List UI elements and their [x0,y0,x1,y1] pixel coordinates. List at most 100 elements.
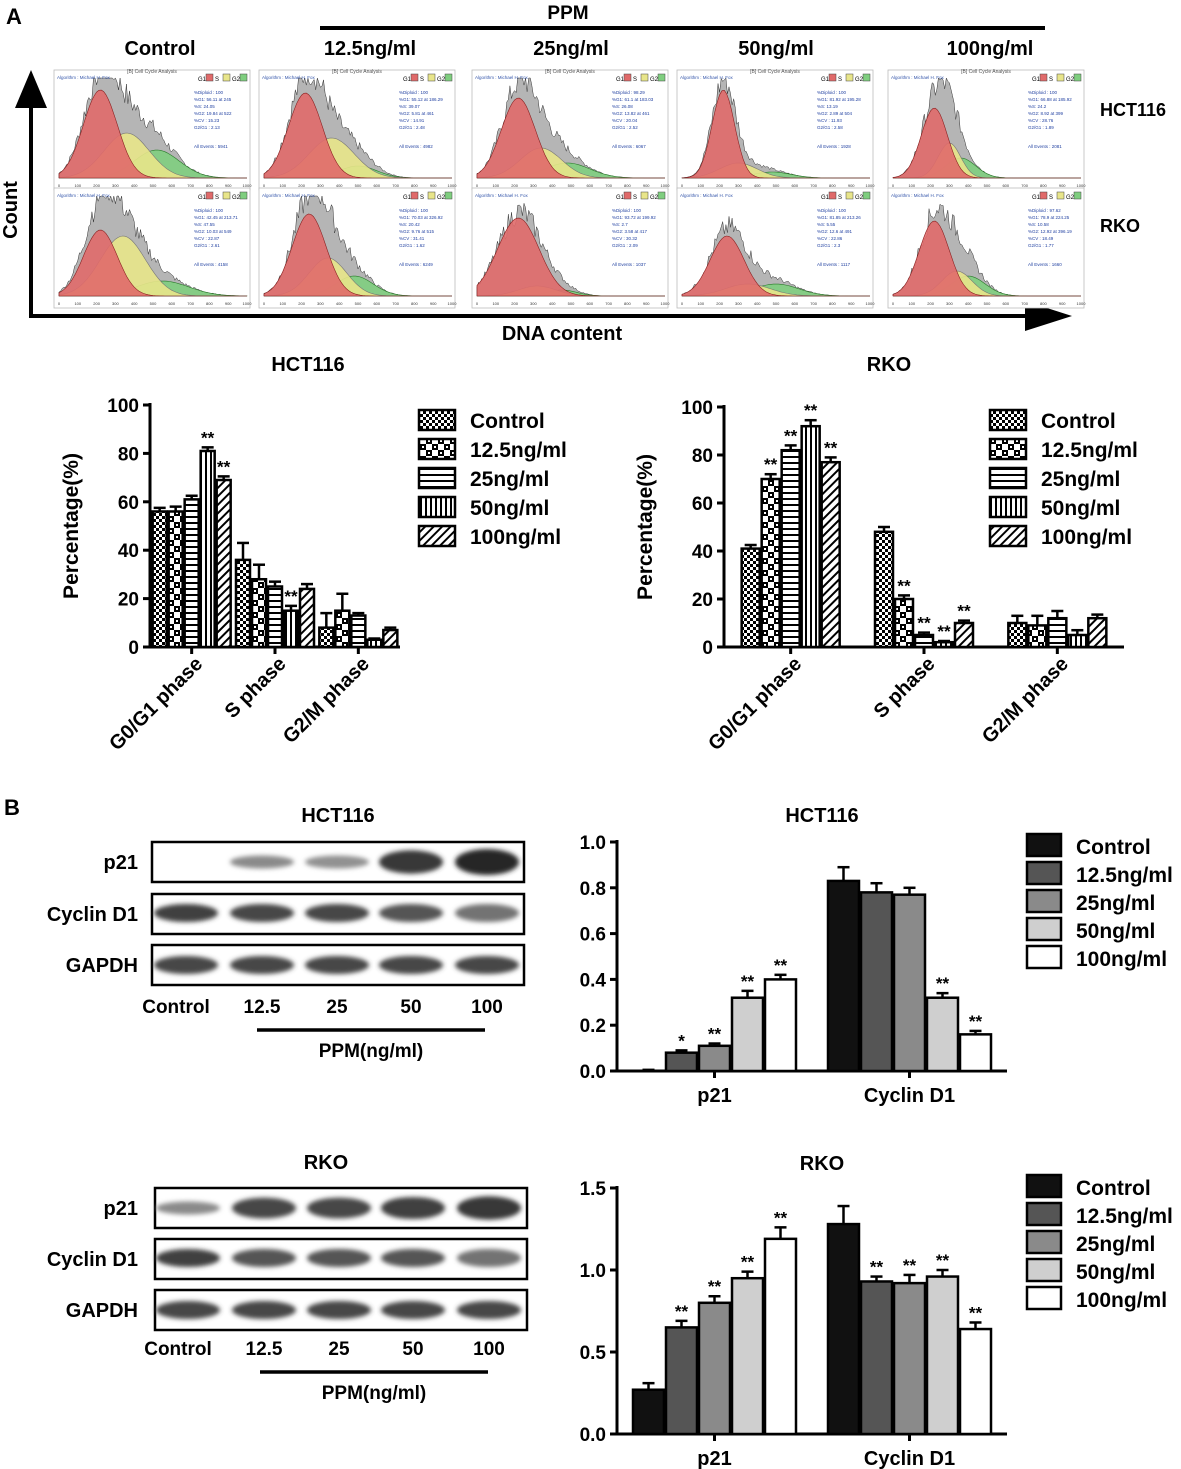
bar-25ngml-cyclind1 [892,893,927,1073]
histogram-x-tick: 100 [279,183,286,188]
blot-band-p21-1 [232,1197,296,1219]
y-tick-label: 0.0 [580,1425,606,1446]
bar-25ngml-cyclind1 [892,1281,927,1436]
legend-swatch [1025,832,1063,858]
significance-marker: ** [784,426,798,445]
histogram-legend-label: G2 [232,77,241,83]
blot-band-gapdh-3 [381,1301,445,1319]
legend-swatch [1025,944,1063,970]
histogram-legend-swatch [239,73,248,82]
legend-swatch [1025,888,1063,914]
histogram-legend-label: G1 [616,195,625,201]
histogram-x-tick: 300 [112,183,119,188]
histogram-x-tick: 800 [829,183,836,188]
x-category-label: G0/G1 phase [105,653,207,755]
blot-band-p21-0 [156,1201,220,1215]
legend-label: 50ng/ml [1076,920,1155,943]
histogram-legend-swatch [410,191,419,200]
histogram-legend-label: S [420,195,424,201]
g1-peak [892,220,1081,297]
histogram-x-tick: 500 [773,183,780,188]
histogram-legend-swatch [623,191,632,200]
histogram-x-tick: 700 [605,183,612,188]
histogram-x-tick: 200 [298,301,305,306]
bar-control-g0g1phase [740,547,761,649]
histogram-stat: %G2: 19.84 at 522 [194,111,232,116]
blot-band-cyclind1-1 [230,904,294,922]
histogram-legend-label: G1 [616,77,625,83]
histogram-x-tick: 500 [355,301,362,306]
g1-peak [476,217,665,297]
bar-100ngml-g0g1phase [215,478,232,649]
histogram-x-tick: 600 [791,301,798,306]
histogram-stat: %Diploid : 100 [817,90,847,95]
g1-peak [476,97,665,179]
hct116-cell-cycle-chart: HCT116 0 20 40 60 80 100 Percentage(%) G0/G1 pha… [60,354,567,755]
blot-lane-label: 50 [400,997,421,1018]
bar-50ngml-sphase [282,609,300,649]
row-label-hct116: HCT116 [1100,100,1166,120]
bar-100ngml-p21 [763,1237,798,1436]
significance-marker: ** [957,602,971,621]
histogram-legend-swatch [222,191,231,200]
histogram-x-tick: 100 [697,301,704,306]
significance-marker: ** [284,587,298,606]
histogram-x-tick: 800 [829,301,836,306]
column-label-50: 50ng/ml [738,38,814,60]
histogram-x-tick: 800 [1040,301,1047,306]
legend-label: Control [1076,1177,1151,1200]
histogram-stat: %S: 26.08 [612,104,633,109]
histogram-legend-label: G2 [855,77,864,83]
bar-50ngml-p21 [730,1276,765,1436]
histogram-x-tick: 400 [549,301,556,306]
legend-swatch [988,524,1028,548]
blot-band-cyclind1-1 [232,1249,296,1267]
blot-band-gapdh-3 [379,956,443,974]
y-tick-label: 0.2 [580,1016,606,1037]
legend-label: Control [470,410,545,433]
bar-50ngml-g0g1phase [199,449,216,649]
histogram-stat: %S: 24.05 [194,104,215,109]
blot-band-p21-3 [381,1196,445,1220]
column-label-100: 100ng/ml [947,38,1034,60]
histogram-algorithm: Algorithm : Michael H. Fox [680,193,734,198]
blot-lane-label: 12.5 [244,997,281,1018]
x-category-label: p21 [697,1448,731,1469]
histogram-legend-swatch [1056,73,1065,82]
y-axis-label: Percentage(%) [634,454,657,600]
blot-row-label: Cyclin D1 [47,904,138,926]
histogram-x-tick: 700 [187,301,194,306]
bar-25ngml-g0g1phase [183,498,200,649]
g1-peak [681,235,870,297]
histogram-x-tick: 400 [131,183,138,188]
histogram-x-tick: 300 [112,301,119,306]
histogram-stat: %CV : 28.76 [1028,118,1054,123]
histogram-x-tick: 900 [848,183,855,188]
blot-row-label: GAPDH [66,1300,138,1322]
histogram-x-tick: 1000 [448,301,458,306]
blot-lane-label: 12.5 [246,1339,283,1360]
significance-marker: ** [824,438,838,457]
histogram-stat: All Events : 5941 [194,144,228,149]
y-tick-label: 0 [702,638,713,659]
histogram-x-tick: 1000 [866,301,876,306]
dna-content-label: DNA content [502,323,623,345]
histogram-x-tick: 200 [716,183,723,188]
blot-xlabel: PPM(ng/ml) [322,1383,427,1404]
histogram-stat: All Events : 4982 [399,144,433,149]
chart-title: RKO [867,354,911,376]
histogram-x-tick: 400 [549,183,556,188]
histogram-stat: %Diploid : 100 [399,208,429,213]
histogram-stat: %Diploid : 100 [194,90,224,95]
histogram-legend-label: G1 [403,195,412,201]
histogram-legend-swatch [845,191,854,200]
y-tick-label: 40 [118,541,139,562]
ppm-label: PPM [547,3,588,24]
y-tick-label: 40 [692,542,713,563]
histogram-stat: %S: 5.55 [817,222,836,227]
bar-control-p21 [631,1388,666,1436]
histogram-stat: %G2: 12.92 at 396.19 [1028,229,1072,234]
histogram-legend-label: G1 [1032,195,1041,201]
g1-peak [892,107,1081,179]
